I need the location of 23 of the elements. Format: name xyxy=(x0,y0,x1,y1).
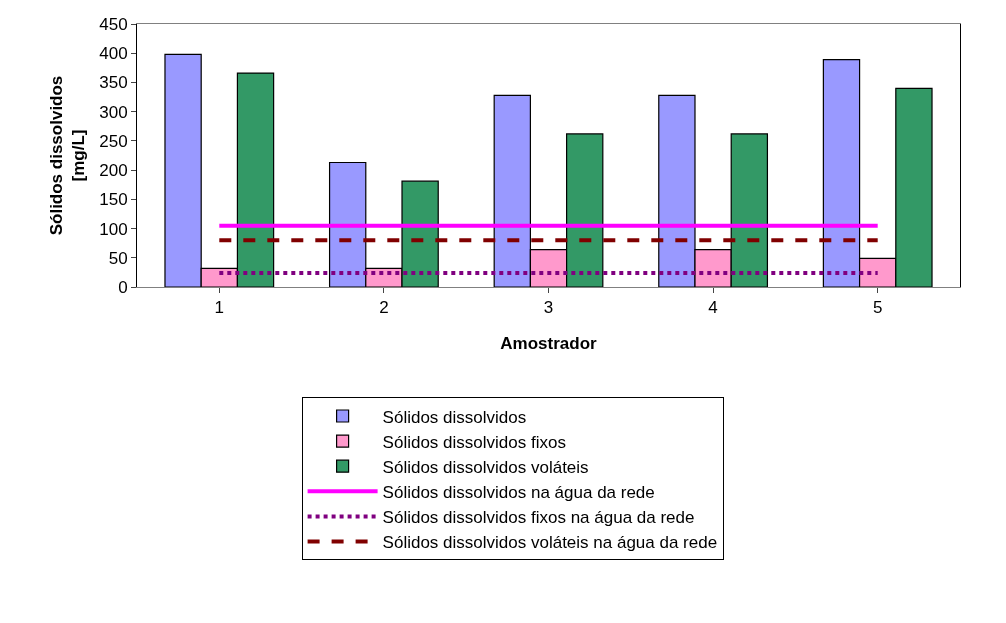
x-tick-label: 1 xyxy=(214,298,225,318)
y-tick-label: 350 xyxy=(99,73,128,93)
x-tick-label: 2 xyxy=(379,298,389,318)
legend-label: Sólidos dissolvidos xyxy=(382,407,527,427)
legend-label: Sólidos dissolvidos voláteis xyxy=(382,457,589,477)
legend-label: Sólidos dissolvidos fixos xyxy=(382,432,566,452)
y-axis-title: Sólidos dissolvidos [mg/L] xyxy=(46,75,88,236)
y-tick-label: 100 xyxy=(99,219,128,239)
legend-label: Sólidos dissolvidos voláteis na água da rede xyxy=(382,533,718,553)
y-tick-label: 250 xyxy=(99,131,128,151)
y-tick-label: 400 xyxy=(99,44,128,64)
legend-label: Sólidos dissolvidos fixos na água da rede xyxy=(382,508,695,528)
y-tick-label: 200 xyxy=(99,161,128,181)
y-tick-label: 300 xyxy=(99,102,128,122)
x-tick-label: 5 xyxy=(872,298,883,318)
legend-label: Sólidos dissolvidos na água da rede xyxy=(382,482,655,502)
y-tick-label: 150 xyxy=(99,190,128,210)
y-tick-label: 0 xyxy=(118,277,128,297)
x-tick-label: 4 xyxy=(708,298,718,318)
x-axis-title: Amostrador xyxy=(500,333,598,353)
y-tick-label: 50 xyxy=(108,248,128,268)
y-tick-label: 450 xyxy=(99,14,128,34)
x-tick-label: 3 xyxy=(543,298,554,318)
